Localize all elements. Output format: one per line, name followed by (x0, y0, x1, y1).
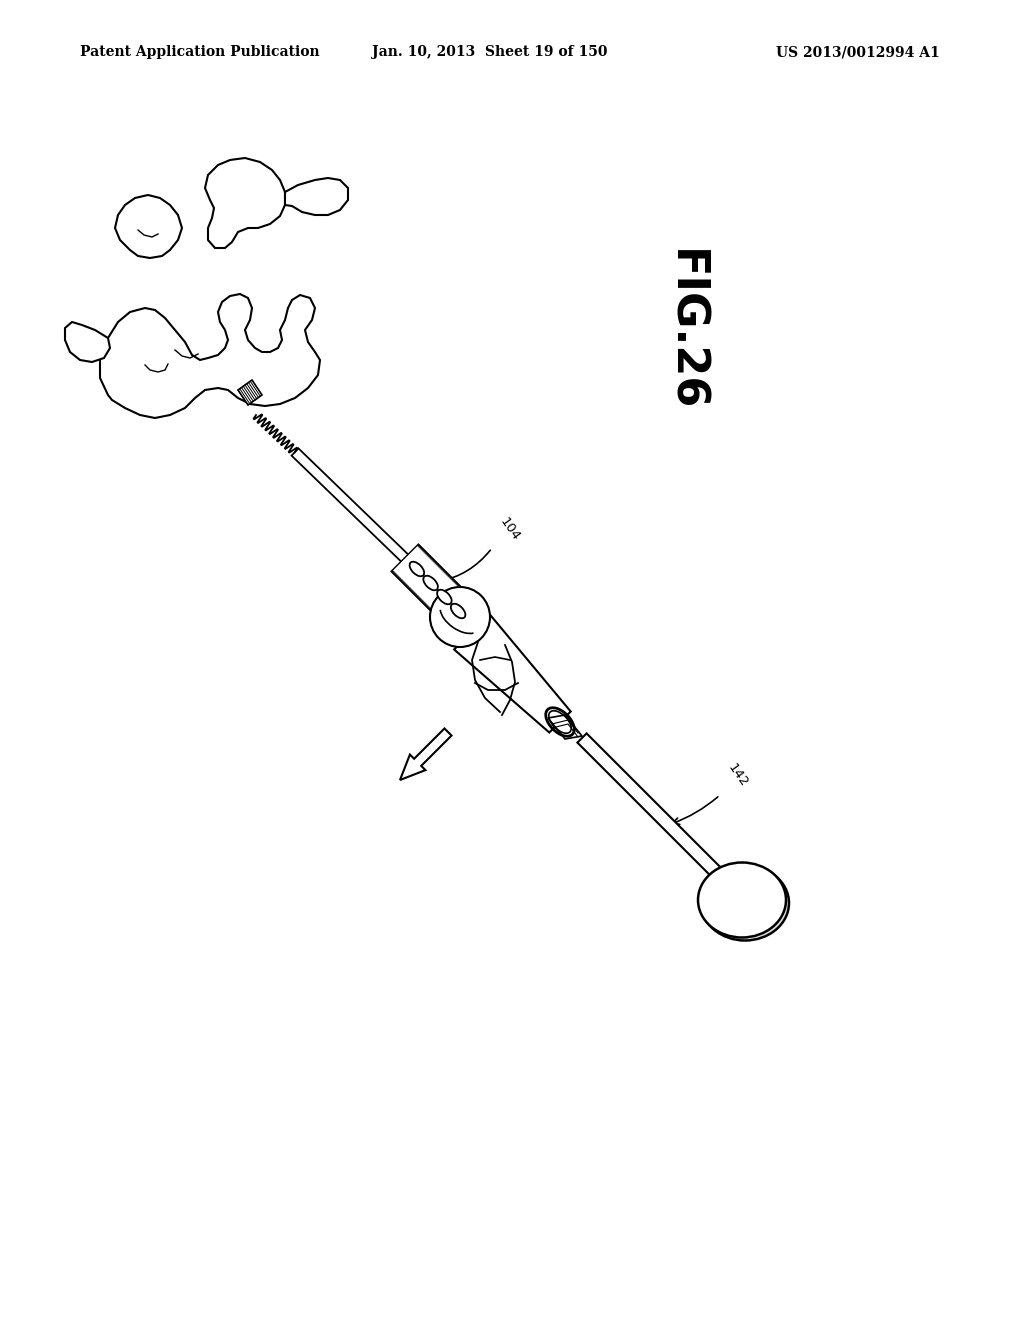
Polygon shape (392, 545, 484, 638)
Polygon shape (578, 734, 727, 883)
Polygon shape (454, 615, 570, 733)
Text: 142: 142 (725, 762, 751, 789)
Polygon shape (115, 195, 182, 257)
Polygon shape (100, 294, 319, 418)
Ellipse shape (701, 866, 790, 940)
Polygon shape (238, 380, 262, 405)
Polygon shape (292, 449, 419, 572)
Text: 104: 104 (497, 515, 522, 543)
Polygon shape (400, 729, 452, 780)
Ellipse shape (451, 603, 465, 618)
Circle shape (430, 587, 490, 647)
Ellipse shape (423, 576, 438, 590)
Polygon shape (548, 715, 582, 739)
Ellipse shape (437, 590, 452, 605)
Text: Jan. 10, 2013  Sheet 19 of 150: Jan. 10, 2013 Sheet 19 of 150 (373, 45, 608, 59)
Text: FIG.26: FIG.26 (664, 248, 707, 412)
Polygon shape (65, 322, 110, 362)
Text: US 2013/0012994 A1: US 2013/0012994 A1 (776, 45, 940, 59)
Polygon shape (285, 178, 348, 215)
Ellipse shape (410, 562, 424, 577)
Polygon shape (391, 545, 485, 639)
Ellipse shape (698, 862, 786, 937)
Polygon shape (205, 158, 285, 248)
Text: Patent Application Publication: Patent Application Publication (80, 45, 319, 59)
